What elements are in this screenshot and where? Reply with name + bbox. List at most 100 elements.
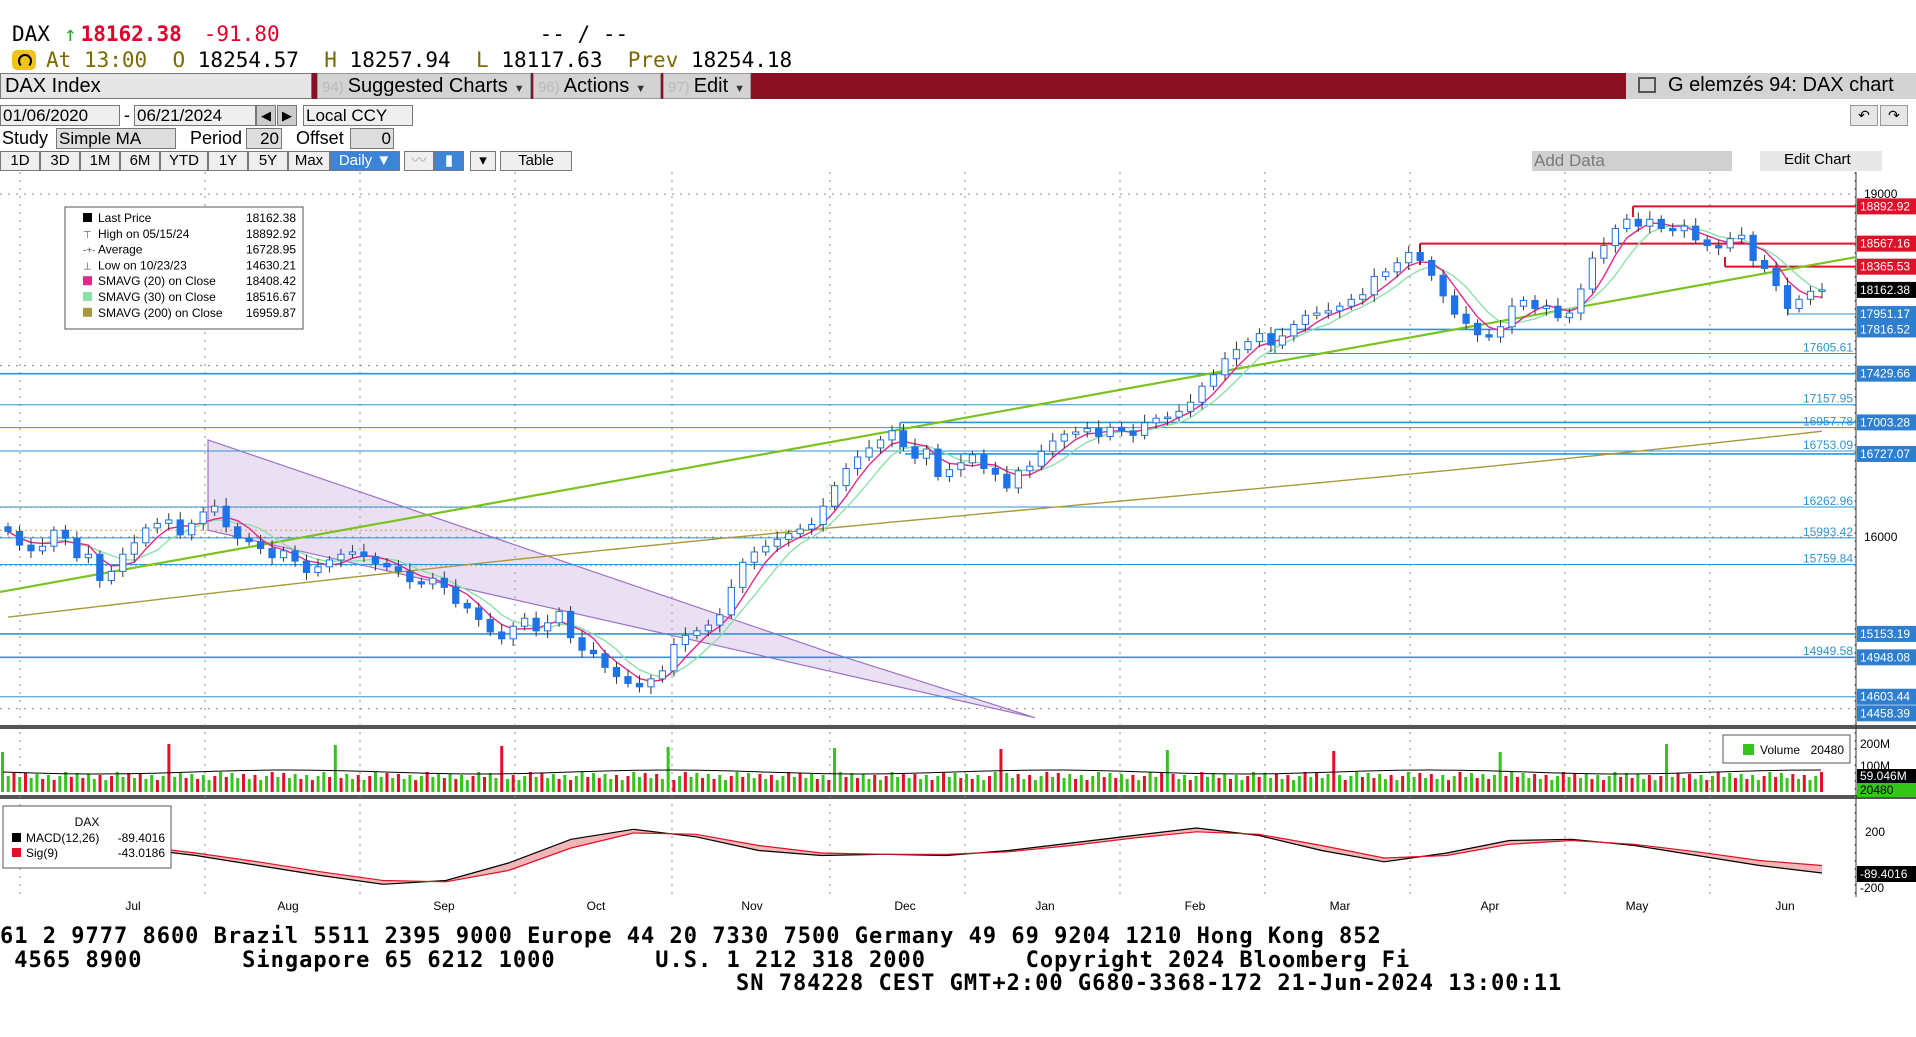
line-chart-icon[interactable]: 〰: [404, 151, 434, 171]
legend-value: 16728.95: [246, 243, 296, 257]
candle-body: [1152, 417, 1160, 424]
volume-bar: [236, 778, 240, 792]
undo-icon[interactable]: ↶: [1850, 105, 1878, 126]
macd-legend-value: -89.4016: [118, 831, 166, 845]
candle-chart-icon[interactable]: ▮: [434, 151, 464, 171]
period-max[interactable]: Max: [288, 151, 330, 171]
volume-bar: [1613, 772, 1617, 792]
candle-body: [727, 586, 735, 616]
candle-body: [1324, 310, 1332, 314]
volume-bar: [551, 774, 555, 792]
add-data-input[interactable]: Add Data: [1532, 151, 1732, 171]
edit-button[interactable]: 97) Edit ▼: [663, 73, 751, 99]
redo-icon[interactable]: ↷: [1880, 105, 1908, 126]
macd-legend-label: Sig(9): [26, 846, 58, 860]
period-ytd[interactable]: YTD: [160, 151, 208, 171]
candle-body: [1095, 427, 1103, 437]
volume-bar: [586, 777, 590, 792]
volume-bar: [282, 773, 286, 792]
volume-bar: [764, 779, 768, 792]
offset-field[interactable]: 0: [350, 128, 394, 149]
price-tag-label: 14948.08: [1860, 650, 1910, 664]
prev-period-icon[interactable]: ◀: [256, 105, 276, 126]
next-period-icon[interactable]: ▶: [277, 105, 297, 126]
suggested-num: 94): [322, 79, 344, 96]
macd-histogram-fill: [8, 828, 1822, 885]
volume-bar: [1487, 779, 1491, 792]
volume-bar: [167, 744, 171, 792]
candle-body: [1450, 295, 1459, 315]
volume-bar: [1791, 774, 1795, 792]
candle-body: [233, 526, 242, 539]
volume-bar: [1504, 776, 1508, 792]
popout-icon[interactable]: [1638, 77, 1656, 93]
candle-body: [1037, 450, 1045, 467]
fib-level-label: 16262.96: [1803, 494, 1853, 508]
quote-row-1: DAX ↑ 18162.38 -91.80 -- / --: [12, 22, 628, 46]
legend-value: 16959.87: [246, 306, 296, 320]
table-button[interactable]: Table: [500, 151, 572, 171]
price-tag-bg: [1857, 306, 1916, 323]
candle-body: [1255, 333, 1264, 343]
candle-body: [1163, 416, 1172, 420]
volume-bar: [391, 778, 395, 792]
candle-body: [1795, 298, 1803, 309]
volume-bar: [775, 780, 779, 792]
volume-bar: [729, 776, 733, 792]
chart-title-area[interactable]: G elemzés 94: DAX chart: [1626, 73, 1916, 99]
volume-bar: [12, 772, 16, 792]
period-5y[interactable]: 5Y: [248, 151, 288, 171]
candle-body: [475, 607, 483, 620]
chart-area[interactable]: Last Price 18162.38 ⊤ High on 05/15/24 18892…: [0, 0, 1916, 915]
period-3d[interactable]: 3D: [40, 151, 80, 171]
candle-body: [165, 519, 173, 524]
volume-bar: [396, 774, 400, 792]
candle-body: [1416, 251, 1424, 261]
frequency-select[interactable]: Daily ▼: [330, 151, 400, 171]
volume-bar: [41, 779, 45, 792]
suggested-charts-button[interactable]: 94) Suggested Charts ▼: [317, 73, 531, 99]
candle-body: [1049, 440, 1057, 452]
candle-body: [176, 519, 184, 536]
legend-label: Low on 10/23/23: [98, 258, 187, 272]
end-date-field[interactable]: 06/21/2024: [134, 105, 256, 126]
start-date-field[interactable]: 01/06/2020: [0, 105, 120, 126]
volume-bar: [1343, 780, 1347, 792]
legend-swatch: [83, 213, 92, 222]
period-1d[interactable]: 1D: [0, 151, 40, 171]
volume-bar: [827, 780, 831, 792]
volume-tag-bg: [1857, 783, 1916, 797]
volume-bar: [1137, 780, 1141, 792]
period-1y[interactable]: 1Y: [208, 151, 248, 171]
volume-bar: [867, 779, 871, 792]
edit-chart-button[interactable]: Edit Chart: [1760, 151, 1882, 171]
volume-bar: [815, 779, 819, 792]
period-field[interactable]: 20: [246, 128, 282, 149]
price-tag-label: 14603.44: [1860, 690, 1910, 704]
quote-header: DAX ↑ 18162.38 -91.80 -- / -- At 13:00 O 182…: [0, 0, 1916, 82]
volume-bar: [1292, 780, 1296, 792]
volume-bar: [1309, 777, 1313, 792]
period-6m[interactable]: 6M: [120, 151, 160, 171]
macd-legend-swatch: [12, 833, 21, 842]
candle-body: [1772, 267, 1780, 287]
volume-bar: [1590, 779, 1594, 792]
candle-body: [532, 617, 540, 632]
quote-row-2: At 13:00 O 18254.57 H 18257.94 L 18117.6…: [12, 48, 792, 72]
chart-type-dropdown-icon[interactable]: ▾: [470, 151, 496, 171]
contact-tape-line-1: 61 2 9777 8600 Brazil 5511 2395 9000 Eur…: [0, 924, 1382, 949]
volume-bar: [448, 774, 452, 792]
currency-select[interactable]: Local CCY: [303, 105, 413, 126]
candle-body: [119, 553, 127, 572]
study-select[interactable]: Simple MA: [56, 128, 176, 149]
candle-body: [911, 446, 919, 459]
contact-tape-line-2: 4565 8900 Singapore 65 6212 1000 U.S. 1 …: [0, 948, 1411, 973]
volume-bar: [1447, 780, 1451, 792]
period-1m[interactable]: 1M: [80, 151, 120, 171]
volume-bar: [425, 772, 429, 792]
legend-value: 18892.92: [246, 227, 296, 241]
actions-button[interactable]: 96) Actions ▼: [533, 73, 661, 99]
ticker-field[interactable]: DAX Index: [0, 73, 312, 99]
price-tag-label: 17429.66: [1860, 367, 1910, 381]
volume-bar: [1332, 751, 1336, 792]
